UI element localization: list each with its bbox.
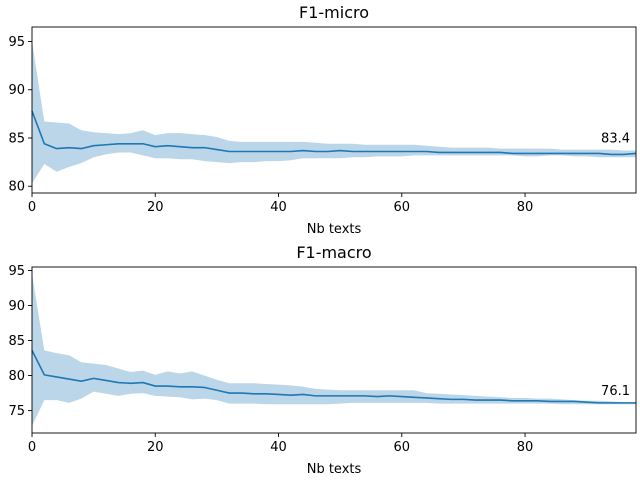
- x-tick-label: 60: [394, 200, 411, 215]
- end-value-label: 76.1: [601, 384, 630, 399]
- y-tick-label: 75: [8, 404, 25, 419]
- y-tick-label: 85: [8, 334, 25, 349]
- y-tick-label: 90: [8, 83, 25, 98]
- x-tick-label: 0: [28, 440, 36, 455]
- x-tick-label: 20: [147, 200, 164, 215]
- confidence-band: [32, 274, 636, 426]
- panel-f1-micro: F1-micro Nb texts 0 20 40 60 80 80 85 90 95 83.4: [8, 3, 637, 237]
- x-axis-label: Nb texts: [307, 222, 362, 237]
- x-tick-label: 40: [270, 440, 287, 455]
- x-tick-label: 20: [147, 440, 164, 455]
- y-tick-label: 80: [8, 180, 25, 195]
- x-axis-label: Nb texts: [307, 462, 362, 477]
- mean-line: [31, 349, 636, 404]
- y-tick-label: 90: [8, 299, 25, 314]
- confidence-band: [32, 41, 636, 184]
- chart-title: F1-micro: [299, 3, 369, 22]
- chart-title: F1-macro: [296, 243, 371, 262]
- y-tick-label: 80: [8, 369, 25, 384]
- panel-f1-macro: F1-macro Nb texts 0 20 40 60 80 75 80 85 90 95 76.…: [8, 243, 637, 477]
- mean-line: [31, 110, 637, 156]
- y-tick-label: 95: [8, 35, 25, 50]
- end-value-label: 83.4: [601, 132, 630, 147]
- axes-frame: [31, 266, 637, 434]
- x-tick-label: 80: [517, 200, 534, 215]
- x-tick-label: 0: [28, 200, 36, 215]
- y-tick-label: 95: [8, 264, 25, 279]
- x-tick-label: 60: [394, 440, 411, 455]
- x-tick-label: 80: [517, 440, 534, 455]
- x-tick-label: 40: [270, 200, 287, 215]
- axes-frame: [31, 26, 637, 194]
- y-tick-label: 85: [8, 131, 25, 146]
